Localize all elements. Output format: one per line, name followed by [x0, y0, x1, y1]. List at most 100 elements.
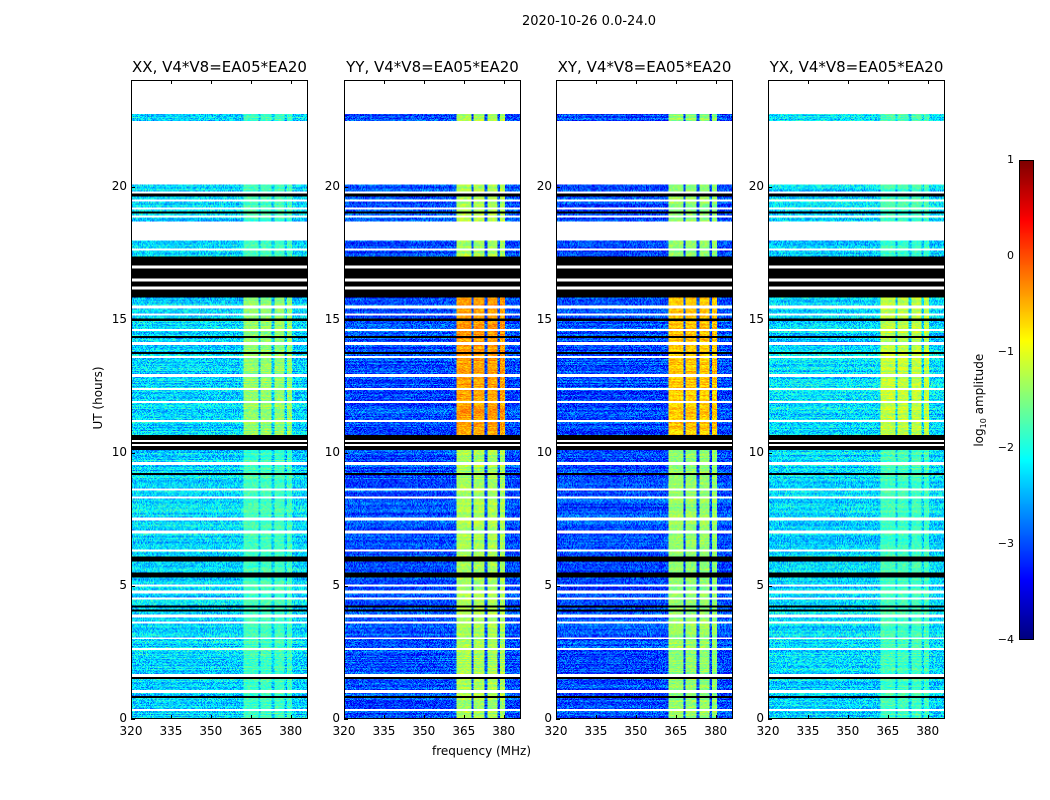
x-tick [503, 715, 505, 719]
x-tick-label: 335 [584, 724, 608, 738]
y-tick-label: 15 [748, 311, 764, 326]
x-tick [807, 80, 809, 84]
colorbar-tick-label: −2 [997, 441, 1014, 454]
y-tick-label: 5 [119, 577, 127, 592]
y-tick-label: 5 [332, 577, 340, 592]
x-tick [463, 80, 465, 84]
x-tick-label: 365 [876, 724, 900, 738]
y-tick [344, 186, 348, 188]
y-tick-label: 15 [111, 311, 127, 326]
x-tick [344, 80, 345, 84]
y-tick [768, 186, 772, 188]
x-tick [250, 715, 252, 719]
x-tick [556, 715, 557, 719]
y-tick-label: 15 [324, 311, 340, 326]
colorbar-label: log10 amplitude [971, 353, 989, 447]
heatmap-image [769, 81, 944, 718]
x-tick [556, 80, 557, 84]
y-tick-label: 20 [536, 178, 552, 193]
x-tick [847, 80, 849, 84]
heatmap-image [557, 81, 732, 718]
spectrogram-panel-xy [556, 80, 733, 719]
x-tick [423, 80, 425, 84]
x-tick [887, 715, 889, 719]
x-tick [131, 715, 132, 719]
x-tick [768, 715, 769, 719]
x-tick-label: 350 [836, 724, 860, 738]
x-tick [383, 715, 385, 719]
x-tick [463, 715, 465, 719]
y-tick [768, 585, 772, 587]
y-tick [344, 319, 348, 321]
y-tick-label: 20 [748, 178, 764, 193]
y-tick [556, 585, 560, 587]
y-tick [344, 585, 348, 587]
x-tick [170, 80, 172, 84]
y-axis-label: UT (hours) [91, 366, 105, 430]
x-tick-label: 380 [704, 724, 728, 738]
y-tick [556, 319, 560, 321]
colorbar [1019, 160, 1034, 640]
x-tick [927, 715, 929, 719]
x-tick [290, 715, 292, 719]
spectrogram-panel-xx [131, 80, 308, 719]
y-tick-label: 10 [536, 444, 552, 459]
x-tick [210, 715, 212, 719]
x-tick [768, 80, 769, 84]
y-tick-label: 20 [324, 178, 340, 193]
x-tick [595, 715, 597, 719]
x-tick [847, 715, 849, 719]
x-axis-label: frequency (MHz) [432, 744, 532, 758]
x-tick-label: 320 [756, 724, 780, 738]
y-tick [131, 186, 135, 188]
x-tick-label: 335 [796, 724, 820, 738]
x-tick [344, 715, 345, 719]
x-tick-label: 365 [664, 724, 688, 738]
y-tick [131, 319, 135, 321]
y-tick [344, 719, 348, 720]
y-tick-label: 0 [756, 711, 764, 725]
x-tick-label: 320 [544, 724, 568, 738]
y-tick-label: 0 [544, 711, 552, 725]
y-tick [556, 452, 560, 454]
y-tick-label: 20 [111, 178, 127, 193]
y-tick [131, 585, 135, 587]
x-tick-label: 320 [119, 724, 143, 738]
x-tick-label: 335 [159, 724, 183, 738]
x-tick-label: 380 [492, 724, 516, 738]
x-tick-label: 365 [239, 724, 263, 738]
y-tick-label: 10 [111, 444, 127, 459]
y-tick-label: 0 [119, 711, 127, 725]
y-tick-label: 10 [324, 444, 340, 459]
colorbar-tick-label: −4 [997, 633, 1014, 646]
y-tick [768, 719, 772, 720]
colorbar-tick-label: −1 [997, 345, 1014, 358]
x-tick [927, 80, 929, 84]
heatmap-image [345, 81, 520, 718]
figure-title: 2020-10-26 0.0-24.0 [522, 14, 656, 29]
x-tick [383, 80, 385, 84]
x-tick [675, 715, 677, 719]
x-tick [887, 80, 889, 84]
panel-title: XX, V4*V8=EA05*EA20 [132, 58, 307, 76]
x-tick [131, 80, 132, 84]
x-tick-label: 350 [199, 724, 223, 738]
y-tick-label: 0 [332, 711, 340, 725]
x-tick [250, 80, 252, 84]
x-tick-label: 380 [916, 724, 940, 738]
x-tick-label: 365 [452, 724, 476, 738]
x-tick [503, 80, 505, 84]
x-tick [807, 715, 809, 719]
x-tick [595, 80, 597, 84]
y-tick [768, 319, 772, 321]
x-tick [635, 80, 637, 84]
panel-title: YY, V4*V8=EA05*EA20 [346, 58, 519, 76]
panel-title: YX, V4*V8=EA05*EA20 [769, 58, 944, 76]
y-tick-label: 15 [536, 311, 552, 326]
spectrogram-panel-yy [344, 80, 521, 719]
y-tick [131, 719, 135, 720]
x-tick-label: 350 [624, 724, 648, 738]
heatmap-image [132, 81, 307, 718]
y-tick [768, 452, 772, 454]
